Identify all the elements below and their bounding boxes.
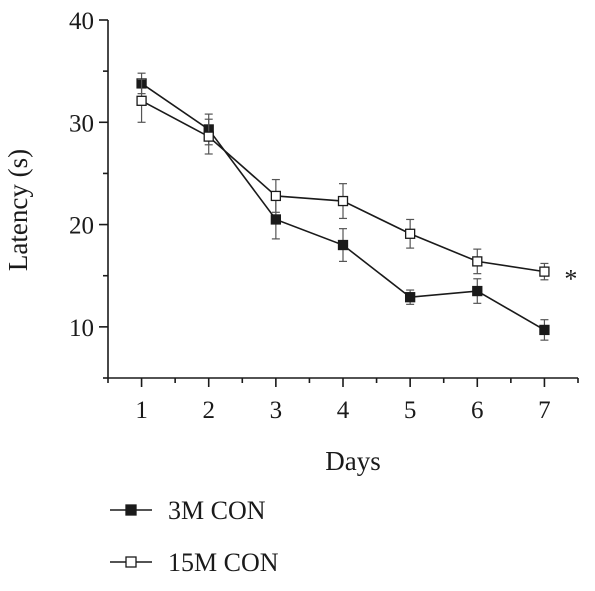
x-tick-label: 2 (202, 397, 215, 424)
data-point (472, 285, 483, 297)
data-point (203, 131, 214, 142)
y-tick-label: 10 (69, 315, 94, 342)
data-point (539, 324, 550, 336)
y-tick-label: 30 (69, 110, 94, 137)
series-2 (136, 78, 550, 281)
legend: 3M CON 15M CON (110, 496, 279, 577)
data-point (136, 95, 147, 106)
x-axis: 1 2 3 4 5 6 7 (107, 377, 579, 424)
x-tick-label: 1 (135, 397, 148, 424)
x-tick-label: 5 (404, 397, 417, 424)
annotation-layer: * (564, 265, 577, 294)
legend-item: 3M CON (110, 496, 266, 525)
data-point (472, 256, 483, 267)
data-point (337, 239, 349, 251)
legend-label: 15M CON (168, 548, 279, 577)
data-point (404, 292, 416, 303)
x-tick-label: 3 (270, 397, 283, 424)
y-tick-label: 40 (69, 8, 94, 35)
data-point (337, 195, 349, 207)
data-point (539, 266, 550, 277)
x-tick-label: 4 (337, 397, 350, 424)
significance-marker: * (564, 265, 577, 294)
data-point (270, 190, 282, 202)
x-tick-label: 7 (538, 397, 551, 424)
data-point (404, 228, 416, 239)
x-axis-title: Days (325, 446, 381, 476)
legend-marker (125, 556, 137, 568)
data-point (270, 214, 282, 225)
legend-marker (125, 504, 137, 516)
legend-item: 15M CON (110, 548, 279, 577)
y-axis-title: Latency (s) (3, 149, 33, 271)
y-tick-label: 20 (69, 213, 94, 240)
series-layer (136, 72, 550, 341)
legend-label: 3M CON (168, 496, 266, 525)
y-axis: 10 20 30 40 (69, 8, 109, 379)
x-tick-label: 6 (471, 397, 484, 424)
